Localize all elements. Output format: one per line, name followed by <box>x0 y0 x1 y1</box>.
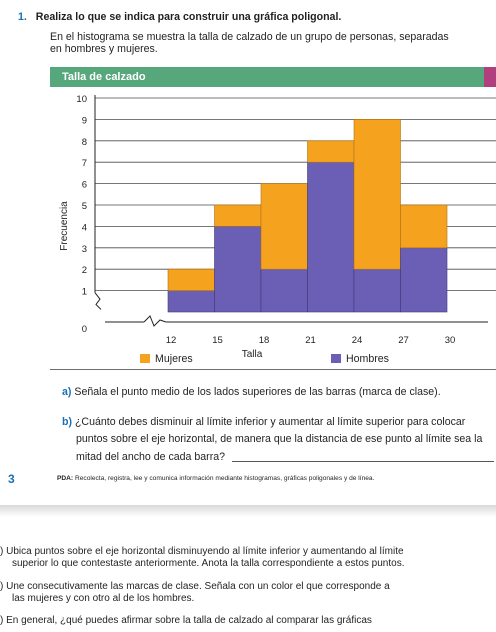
item-e-marker: ) <box>0 615 4 626</box>
item-d-line1: ) Une consecutivamente las marcas de cla… <box>0 581 390 593</box>
question-a-letter: a) <box>62 386 72 398</box>
bar-mujeres <box>353 119 401 270</box>
y-tick-label: 7 <box>82 158 87 169</box>
legend-label-mujeres: Mujeres <box>155 353 193 365</box>
chart-title: Talla de calzado <box>62 71 146 83</box>
exercise-heading: 1. Realiza lo que se indica para constru… <box>18 11 341 23</box>
x-tick-label: 12 <box>166 335 177 346</box>
axis-layer <box>94 95 488 327</box>
x-axis-title: Talla <box>242 349 263 360</box>
item-d-line2: las mujeres y con otro al de los hombres… <box>12 593 195 604</box>
y-tick-label: 9 <box>82 115 87 126</box>
y-tick-label: 8 <box>82 137 87 148</box>
item-c-marker: ) <box>0 546 4 557</box>
x-axis-break <box>143 315 167 327</box>
question-b-line2: puntos sobre el eje horizontal, de maner… <box>76 433 483 445</box>
exercise-instruction: Realiza lo que se indica para construir … <box>35 11 342 23</box>
question-b-letter: b) <box>62 416 72 428</box>
intro-line-2: en hombres y mujeres. <box>50 43 158 55</box>
bar-hombres <box>214 226 262 313</box>
pda-text: Recolecta, registra, lee y comunica info… <box>74 475 375 482</box>
question-b-line1: ¿Cuánto debes disminuir al límite inferi… <box>74 416 466 428</box>
y-axis-title: Frecuencia <box>59 201 70 251</box>
side-number: 3 <box>8 472 15 486</box>
legend-label-hombres: Hombres <box>346 353 389 365</box>
legend-swatch-hombres <box>331 354 341 363</box>
bar-mujeres <box>214 204 262 227</box>
y-tick-label: 3 <box>82 244 87 255</box>
bar-hombres <box>400 247 448 313</box>
item-c-line2: superior lo que contestaste anteriorment… <box>12 558 405 569</box>
item-e-line1: ) En general, ¿qué puedes afirmar sobre … <box>0 615 372 627</box>
pda-label: PDA: <box>57 475 74 482</box>
item-e-text: En general, ¿qué puedes afirmar sobre la… <box>6 615 372 626</box>
item-d-marker: ) <box>0 581 4 592</box>
chart-header-accent <box>484 67 496 87</box>
answer-line-b <box>232 461 494 462</box>
bar-hombres <box>307 161 355 313</box>
bar-mujeres <box>400 204 448 249</box>
question-a-text: Señala el punto medio de los lados super… <box>74 386 441 398</box>
y-tick-label: 4 <box>82 222 87 233</box>
chart-bottom-rule <box>50 369 496 370</box>
y-tick-label: 5 <box>82 201 87 212</box>
bar-hombres <box>353 268 401 313</box>
intro-line-1: En el histograma se muestra la talla de … <box>50 31 449 43</box>
x-tick-label: 18 <box>259 335 270 346</box>
question-a: a) Señala el punto medio de los lados su… <box>62 386 441 398</box>
x-tick-label: 15 <box>212 335 223 346</box>
y-tick-label: 10 <box>76 94 87 105</box>
bar-hombres <box>260 268 308 313</box>
bar-mujeres <box>260 183 308 270</box>
chart-header-bar <box>50 67 496 87</box>
bar-mujeres <box>307 140 355 163</box>
y-tick-label: 1 <box>82 287 87 298</box>
y-axis-break <box>94 292 102 310</box>
bar-hombres <box>167 290 215 313</box>
item-d-text: Une consecutivamente las marcas de clase… <box>6 581 390 592</box>
exercise-number: 1. <box>18 11 27 23</box>
question-b-line3: mitad del ancho de cada barra? <box>76 451 226 463</box>
y-tick-label: 2 <box>82 265 87 276</box>
y-tick-label: 6 <box>82 180 87 191</box>
bar-mujeres <box>167 268 215 291</box>
bars-layer <box>167 119 448 313</box>
y-tick-label: 0 <box>82 324 87 335</box>
x-tick-label: 27 <box>398 335 409 346</box>
legend-swatch-mujeres <box>140 354 150 363</box>
question-b: b) ¿Cuánto debes disminuir al límite inf… <box>62 416 465 428</box>
page-gap <box>0 505 496 517</box>
pda-note: PDA: Recolecta, registra, lee y comunica… <box>57 475 374 483</box>
x-tick-label: 21 <box>305 335 316 346</box>
item-c-line1: ) Ubica puntos sobre el eje horizontal d… <box>0 546 404 558</box>
x-tick-label: 24 <box>352 335 363 346</box>
item-c-text: Ubica puntos sobre el eje horizontal dis… <box>6 546 404 557</box>
x-tick-label: 30 <box>445 335 456 346</box>
